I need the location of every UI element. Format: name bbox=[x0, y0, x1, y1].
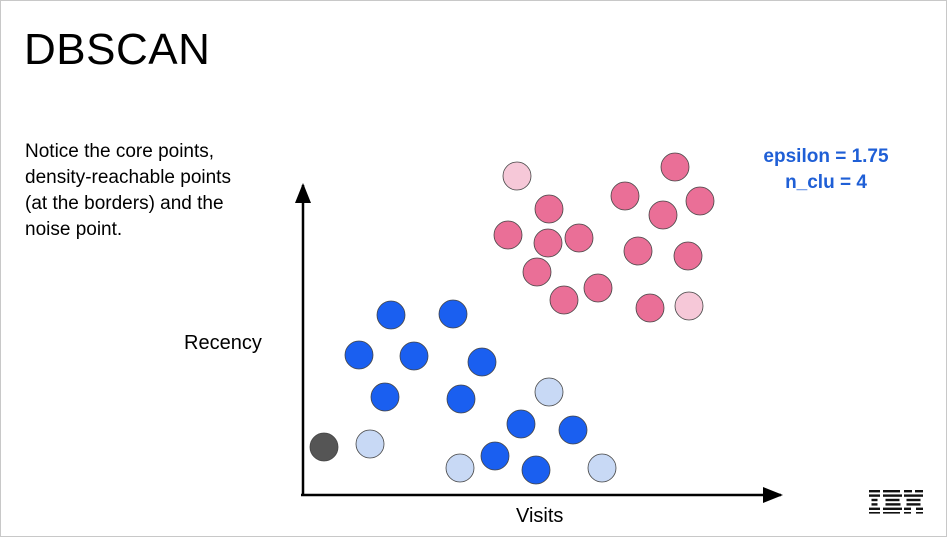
pink-core-point bbox=[522, 257, 552, 287]
blue-core-point bbox=[399, 341, 429, 371]
pink-core-point bbox=[648, 200, 678, 230]
note-line: (at the borders) and the bbox=[25, 193, 224, 214]
pink-border-point bbox=[502, 161, 532, 191]
noise-point bbox=[309, 432, 339, 462]
pink-core-point bbox=[564, 223, 594, 253]
blue-border-point bbox=[355, 429, 385, 459]
pink-core-point bbox=[533, 228, 563, 258]
pink-core-point bbox=[685, 186, 715, 216]
blue-core-point bbox=[438, 299, 468, 329]
pink-core-point bbox=[635, 293, 665, 323]
blue-core-point bbox=[344, 340, 374, 370]
note-line: Notice the core points, bbox=[25, 141, 215, 162]
epsilon-param: epsilon = 1.75 bbox=[763, 146, 889, 167]
note-line: density-reachable points bbox=[25, 167, 231, 188]
x-axis-label: Visits bbox=[516, 505, 564, 527]
points-group bbox=[309, 152, 715, 485]
slide-title: DBSCAN bbox=[24, 25, 211, 74]
pink-core-point bbox=[493, 220, 523, 250]
pink-border-point bbox=[674, 291, 704, 321]
blue-core-point bbox=[446, 384, 476, 414]
parameters: epsilon = 1.75 n_clu = 4 bbox=[746, 144, 906, 196]
ibm-logo-icon bbox=[869, 490, 923, 514]
pink-core-point bbox=[583, 273, 613, 303]
blue-core-point bbox=[467, 347, 497, 377]
y-axis-label: Recency bbox=[184, 332, 262, 354]
blue-border-point bbox=[534, 377, 564, 407]
blue-core-point bbox=[370, 382, 400, 412]
note-text: Notice the core points, density-reachabl… bbox=[25, 139, 285, 243]
pink-core-point bbox=[549, 285, 579, 315]
blue-core-point bbox=[521, 455, 551, 485]
pink-core-point bbox=[610, 181, 640, 211]
blue-border-point bbox=[445, 453, 475, 483]
blue-core-point bbox=[480, 441, 510, 471]
pink-core-point bbox=[673, 241, 703, 271]
pink-core-point bbox=[534, 194, 564, 224]
blue-core-point bbox=[558, 415, 588, 445]
pink-core-point bbox=[660, 152, 690, 182]
blue-core-point bbox=[506, 409, 536, 439]
note-line: noise point. bbox=[25, 219, 123, 240]
pink-core-point bbox=[623, 236, 653, 266]
n-clusters-param: n_clu = 4 bbox=[785, 172, 867, 193]
blue-core-point bbox=[376, 300, 406, 330]
blue-border-point bbox=[587, 453, 617, 483]
